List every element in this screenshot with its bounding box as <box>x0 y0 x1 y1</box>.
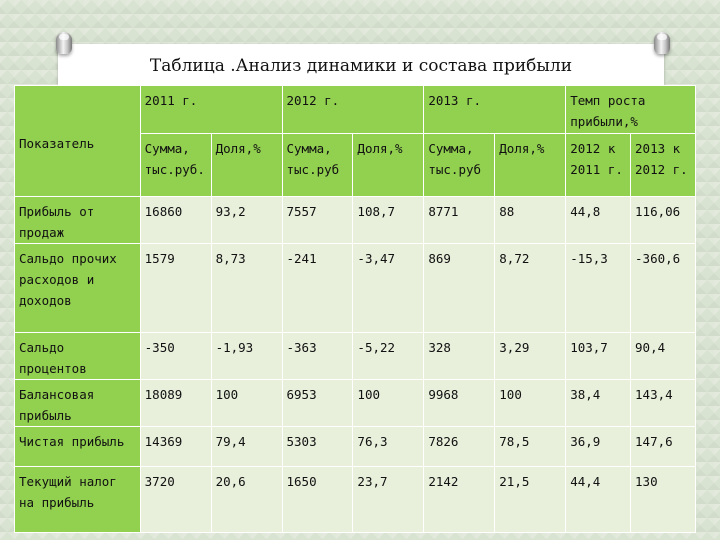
pin-icon <box>56 32 72 54</box>
table-row: Чистая прибыль 14369 79,4 5303 76,3 7826… <box>14 426 696 467</box>
table-cell: 88 <box>494 196 567 244</box>
subheader-share: Доля,% <box>352 133 425 197</box>
table-cell: -360,6 <box>630 243 696 333</box>
table-cell: -5,22 <box>352 332 425 380</box>
table-cell: 8,73 <box>210 243 283 333</box>
table-cell: 130 <box>630 466 696 533</box>
page-title: Таблица .Анализ динамики и состава прибы… <box>149 56 573 76</box>
table-cell: 3720 <box>139 466 212 533</box>
table-cell: 108,7 <box>352 196 425 244</box>
row-label: Чистая прибыль <box>14 426 141 467</box>
row-label: Текущий налог на прибыль <box>14 466 141 533</box>
table-cell: 78,5 <box>494 426 567 467</box>
subheader-sum: Сумма, тыс.руб. <box>139 133 212 197</box>
table-cell: 7557 <box>281 196 354 244</box>
table-cell: 5303 <box>281 426 354 467</box>
table-cell: 100 <box>352 379 425 427</box>
table-cell: 100 <box>494 379 567 427</box>
header-year-2013: 2013 г. <box>423 85 567 134</box>
table-cell: 116,06 <box>630 196 696 244</box>
table-cell: 16860 <box>139 196 212 244</box>
table-row: Сальдо прочих расходов и доходов 1579 8,… <box>14 243 696 333</box>
table-cell: 9968 <box>423 379 496 427</box>
table-cell: -363 <box>281 332 354 380</box>
table-cell: 21,5 <box>494 466 567 533</box>
header-indicator: Показатель <box>14 85 141 197</box>
subheader-share: Доля,% <box>210 133 283 197</box>
table-cell: -1,93 <box>210 332 283 380</box>
table-cell: 7826 <box>423 426 496 467</box>
header-year-2011: 2011 г. <box>139 85 283 134</box>
table-cell: 8771 <box>423 196 496 244</box>
subheader-share: Доля,% <box>494 133 567 197</box>
table-row: Текущий налог на прибыль 3720 20,6 1650 … <box>14 466 696 533</box>
row-label: Прибыль от продаж <box>14 196 141 244</box>
table-cell: 100 <box>210 379 283 427</box>
table-cell: -3,47 <box>352 243 425 333</box>
table-cell: 8,72 <box>494 243 567 333</box>
table-cell: 869 <box>423 243 496 333</box>
table-cell: 79,4 <box>210 426 283 467</box>
table-cell: 38,4 <box>565 379 632 427</box>
table-cell: 44,8 <box>565 196 632 244</box>
table-cell: 1579 <box>139 243 212 333</box>
table-cell: 44,4 <box>565 466 632 533</box>
row-label: Балансовая прибыль <box>14 379 141 427</box>
table-cell: 20,6 <box>210 466 283 533</box>
table-cell: 36,9 <box>565 426 632 467</box>
table-cell: 3,29 <box>494 332 567 380</box>
table-cell: 90,4 <box>630 332 696 380</box>
subheader-growth-2013: 2013 к 2012 г. <box>630 133 696 197</box>
table-cell: -241 <box>281 243 354 333</box>
table-cell: 103,7 <box>565 332 632 380</box>
table-cell: -350 <box>139 332 212 380</box>
table-cell: 93,2 <box>210 196 283 244</box>
pin-icon <box>654 32 670 54</box>
header-row: Показатель 2011 г. 2012 г. 2013 г. Темп … <box>14 85 696 197</box>
table-cell: 23,7 <box>352 466 425 533</box>
subheader-sum: Сумма, тыс.руб <box>423 133 496 197</box>
row-label: Сальдо прочих расходов и доходов <box>14 243 141 333</box>
table-cell: 1650 <box>281 466 354 533</box>
table-cell: 143,4 <box>630 379 696 427</box>
table-cell: 2142 <box>423 466 496 533</box>
table-cell: 328 <box>423 332 496 380</box>
header-growth: Темп роста прибыли,% <box>565 85 696 134</box>
subheader-row: Сумма, тыс.руб. Доля,% Сумма, тыс.руб До… <box>15 133 696 197</box>
table-row: Сальдо процентов -350 -1,93 -363 -5,22 3… <box>14 332 696 380</box>
table-row: Прибыль от продаж 16860 93,2 7557 108,7 … <box>14 196 696 244</box>
profit-table: Показатель 2011 г. 2012 г. 2013 г. Темп … <box>14 85 696 533</box>
table-cell: 76,3 <box>352 426 425 467</box>
table-cell: 18089 <box>139 379 212 427</box>
table-cell: 14369 <box>139 426 212 467</box>
table-cell: 6953 <box>281 379 354 427</box>
table-cell: -15,3 <box>565 243 632 333</box>
subheader-sum: Сумма, тыс.руб <box>281 133 354 197</box>
subheader-growth-2012: 2012 к 2011 г. <box>565 133 632 197</box>
table-row: Балансовая прибыль 18089 100 6953 100 99… <box>14 379 696 427</box>
table-cell: 147,6 <box>630 426 696 467</box>
row-label: Сальдо процентов <box>14 332 141 380</box>
header-year-2012: 2012 г. <box>281 85 425 134</box>
